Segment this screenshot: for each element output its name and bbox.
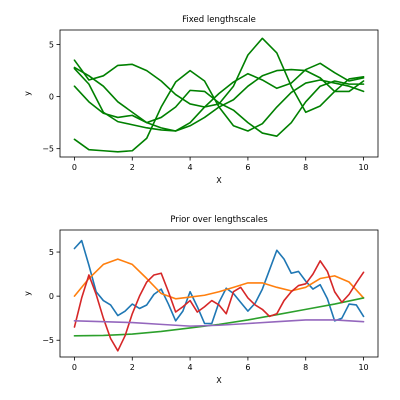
chart-title: Prior over lengthscales	[170, 215, 268, 225]
axes-frame	[59, 229, 379, 358]
y-tick-label: −5	[42, 145, 54, 154]
series-line-4	[73, 80, 365, 137]
axes-frame	[59, 29, 379, 158]
x-tick-label: 2	[130, 163, 135, 172]
y-tick-label: −5	[42, 336, 54, 345]
x-tick-label: 6	[245, 363, 250, 372]
series-line-1	[73, 239, 365, 325]
series-line-1	[73, 69, 365, 153]
x-tick-label: 10	[358, 163, 368, 172]
x-axis-label: X	[216, 176, 222, 185]
series-line-4	[73, 260, 365, 352]
chart-2: 0 2 4 6 8 10 −5 0 5 Prior over lengthscales Xy	[23, 215, 379, 385]
series-group	[73, 37, 365, 153]
x-tick-label: 4	[188, 363, 193, 372]
x-tick-label: 0	[72, 163, 77, 172]
series-line-5	[73, 62, 365, 132]
series-line-3	[73, 66, 365, 132]
x-tick-label: 0	[72, 363, 77, 372]
y-tick-label: 0	[49, 292, 54, 301]
x-tick-label: 2	[130, 363, 135, 372]
x-tick-label: 8	[303, 163, 308, 172]
series-line-5	[73, 319, 365, 327]
y-axis-label: y	[23, 291, 32, 296]
chart-title: Fixed lengthscale	[182, 15, 256, 25]
y-tick-label: 5	[49, 41, 54, 50]
x-tick-label: 4	[188, 163, 193, 172]
x-tick-label: 8	[303, 363, 308, 372]
y-axis-label: y	[23, 91, 32, 96]
x-tick-label: 10	[358, 363, 368, 372]
series-group	[73, 239, 365, 352]
y-tick-label: 5	[49, 248, 54, 257]
x-tick-label: 6	[245, 163, 250, 172]
chart-1: 0 2 4 6 8 10 −5 0 5 Fixed lengthscale Xy	[23, 15, 379, 185]
y-tick-label: 0	[49, 93, 54, 102]
series-line-2	[73, 258, 365, 300]
series-line-3	[73, 297, 365, 337]
x-axis-label: X	[216, 376, 222, 385]
series-line-2	[73, 37, 365, 114]
